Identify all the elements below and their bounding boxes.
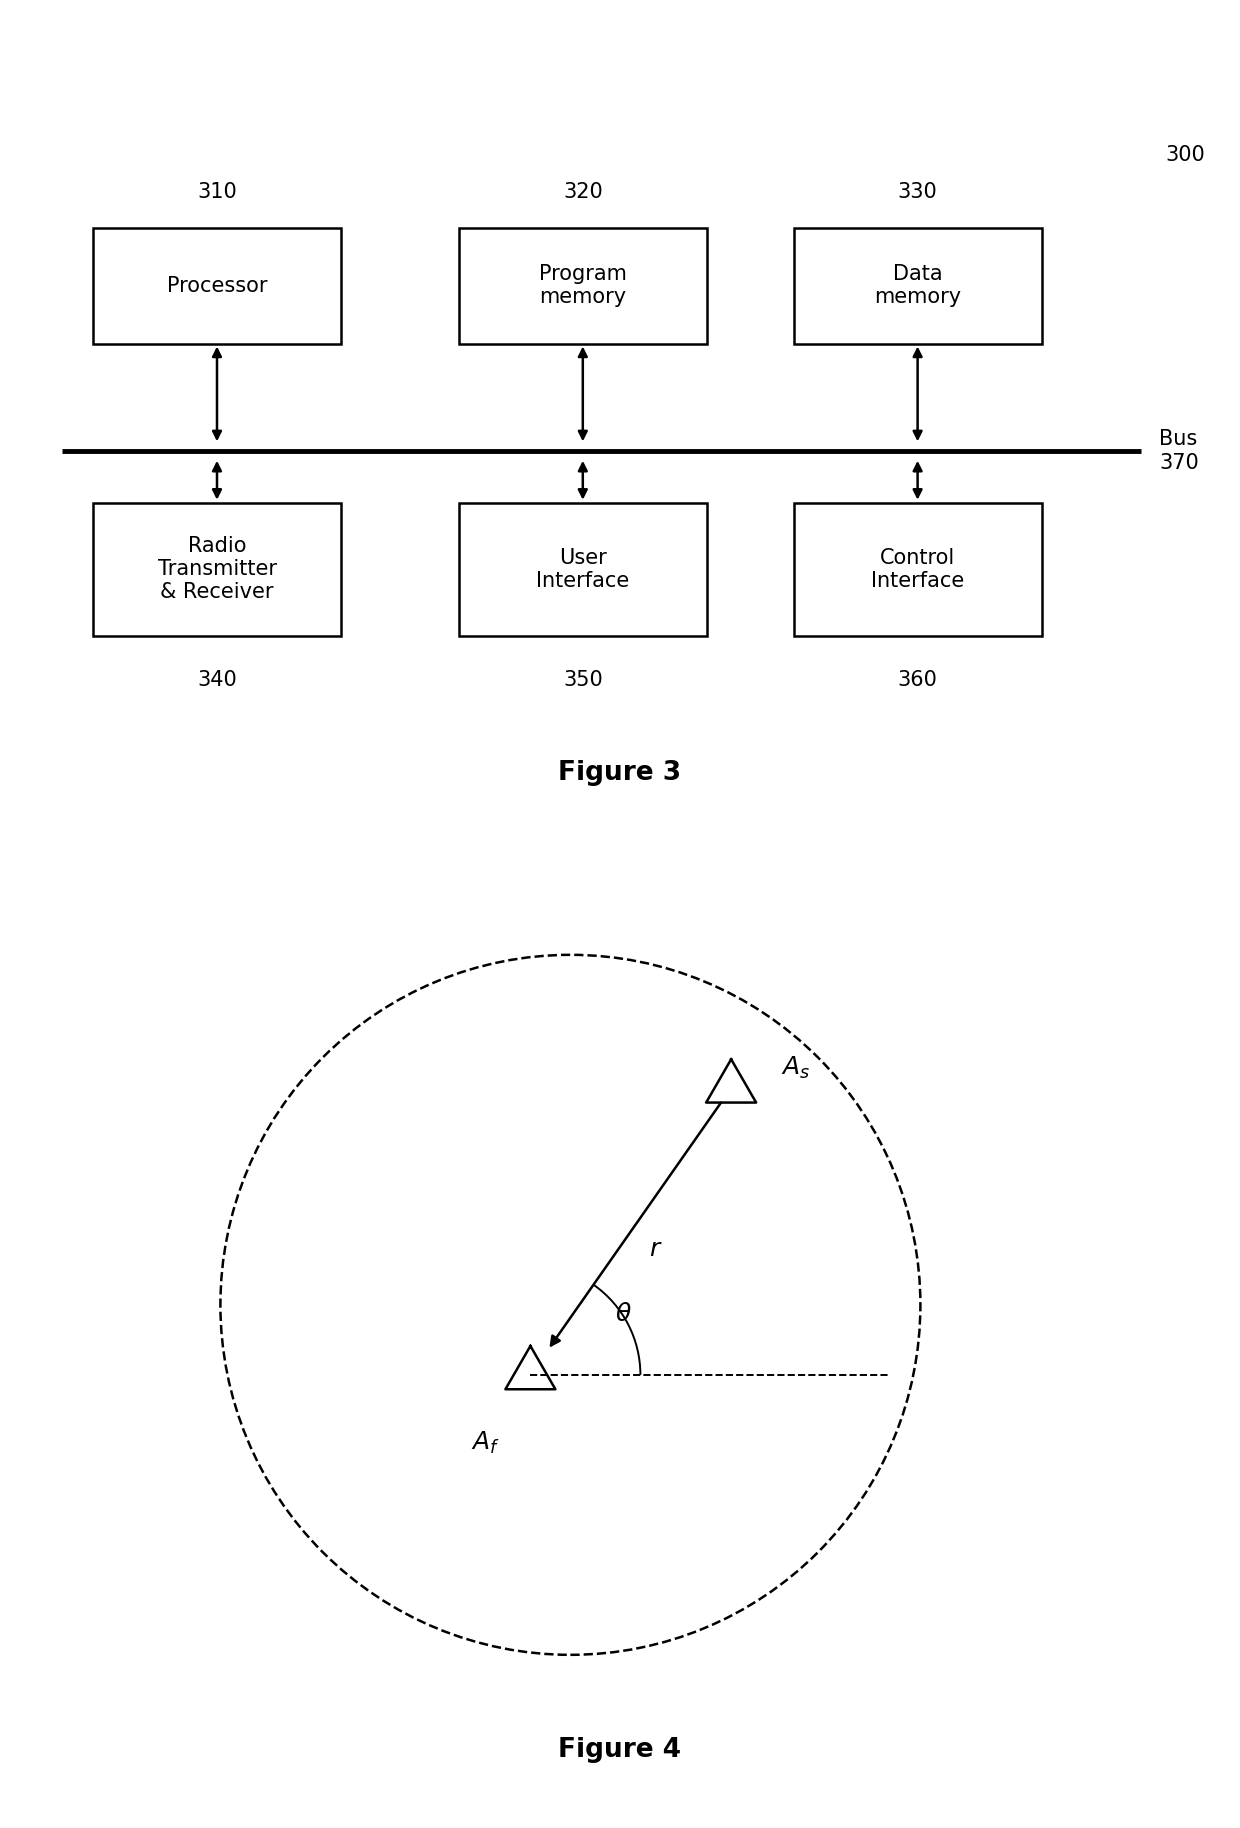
Bar (459, 228, 707, 344)
Bar (794, 503, 1042, 636)
Text: $r$: $r$ (649, 1238, 662, 1261)
Text: Control
Interface: Control Interface (870, 548, 965, 590)
Text: $A_f$: $A_f$ (471, 1429, 500, 1457)
Text: 320: 320 (563, 183, 603, 201)
Text: 360: 360 (898, 671, 937, 691)
Text: Figure 4: Figure 4 (558, 1737, 682, 1764)
Text: Data
memory: Data memory (874, 263, 961, 307)
Bar (459, 503, 707, 636)
Text: Program
memory: Program memory (539, 263, 626, 307)
Text: 330: 330 (898, 183, 937, 201)
Bar (93, 503, 341, 636)
Text: $\theta$: $\theta$ (615, 1302, 632, 1327)
Bar (794, 228, 1042, 344)
Text: Figure 3: Figure 3 (558, 760, 682, 786)
Text: Bus
370: Bus 370 (1159, 430, 1199, 473)
Text: 310: 310 (197, 183, 237, 201)
Text: $A_s$: $A_s$ (781, 1055, 810, 1080)
Text: 340: 340 (197, 671, 237, 691)
Text: 350: 350 (563, 671, 603, 691)
Text: User
Interface: User Interface (536, 548, 630, 590)
Text: Processor: Processor (166, 276, 268, 296)
Bar (93, 228, 341, 344)
Text: 300: 300 (1166, 144, 1205, 165)
Text: Radio
Transmitter
& Receiver: Radio Transmitter & Receiver (157, 536, 277, 603)
